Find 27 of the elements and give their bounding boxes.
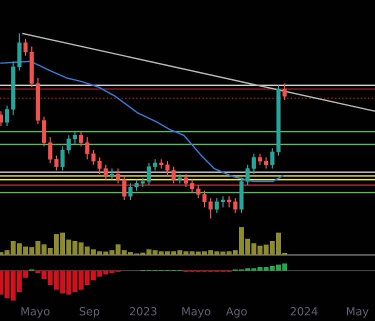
candlestick (214, 198, 219, 214)
candlestick (270, 148, 274, 170)
candlestick (165, 160, 170, 176)
x-tick-label: May (346, 307, 369, 318)
candlestick (23, 38, 28, 56)
candlestick (282, 82, 287, 101)
x-tick-label: Mayo (182, 307, 210, 318)
candlestick (258, 153, 262, 166)
candlestick (264, 156, 268, 170)
x-tick-label: 2023 (130, 307, 156, 316)
candlestick (42, 116, 46, 147)
candlestick (178, 174, 182, 184)
candlestick (159, 158, 164, 170)
x-tick-label: Sep (80, 307, 100, 318)
candlestick (146, 162, 152, 186)
candlestick (153, 158, 158, 171)
x-tick-label: 2024 (290, 307, 318, 316)
candlestick (220, 196, 226, 208)
x-tick-label: Mayo (21, 307, 50, 318)
candlestick (172, 166, 176, 184)
x-tick-label: Ago (226, 307, 247, 318)
candlestick (184, 174, 188, 188)
candlestick (60, 146, 65, 171)
candlestick (4, 105, 10, 127)
candlestick (128, 182, 132, 201)
candlestick (208, 198, 213, 220)
candlestick (202, 190, 207, 208)
